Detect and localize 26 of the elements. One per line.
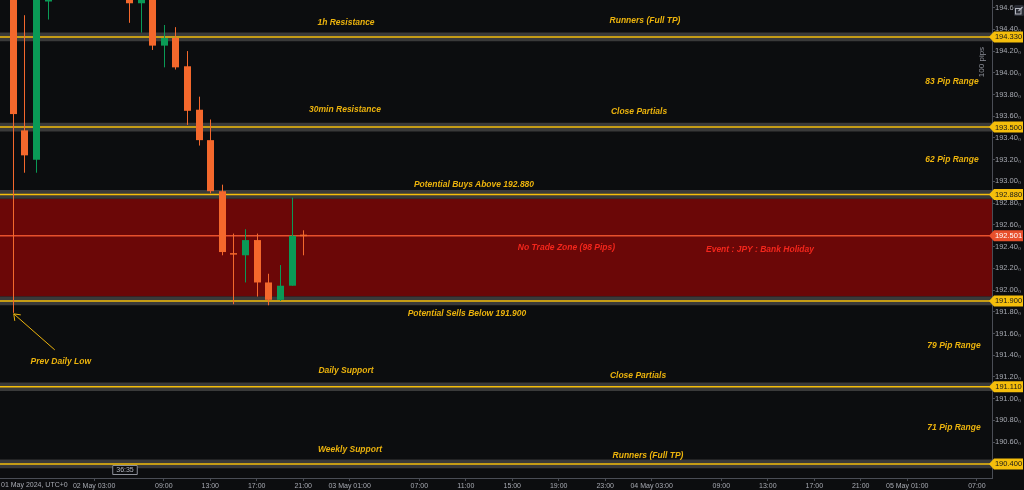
annotation: Runners (Full TP) — [612, 450, 684, 461]
annotation: Daily Support — [318, 365, 375, 376]
candlestick — [265, 273, 272, 306]
candlestick — [126, 0, 133, 24]
candlestick — [242, 228, 249, 283]
annotation: 1h Resistance — [317, 17, 375, 28]
annotation: 71 Pip Range — [927, 422, 981, 433]
annotation: Event : JPY : Bank Holiday — [705, 244, 816, 255]
annotation: Weekly Support — [317, 444, 384, 455]
annotation: Close Partials — [610, 106, 668, 117]
candlestick — [277, 264, 284, 302]
candlestick — [45, 0, 52, 21]
candlestick — [230, 233, 237, 305]
annotation: 62 Pip Range — [925, 154, 979, 165]
annotation: Runners (Full TP) — [609, 15, 681, 26]
candlestick — [138, 0, 145, 34]
candlestick — [161, 24, 168, 68]
annotation: Close Partials — [609, 370, 667, 381]
band-label: No Trade Zone (98 Pips) — [517, 242, 616, 253]
annotation: 100 pips — [977, 46, 987, 78]
annotation: 30min Resistance — [309, 104, 382, 115]
annotation: 79 Pip Range — [927, 340, 981, 351]
annotation: Potential Sells Below 191.900 — [407, 308, 527, 319]
annotation: Potential Buys Above 192.880 — [413, 179, 535, 190]
annotation: 83 Pip Range — [925, 76, 979, 87]
annotation: Prev Daily Low — [30, 356, 93, 367]
